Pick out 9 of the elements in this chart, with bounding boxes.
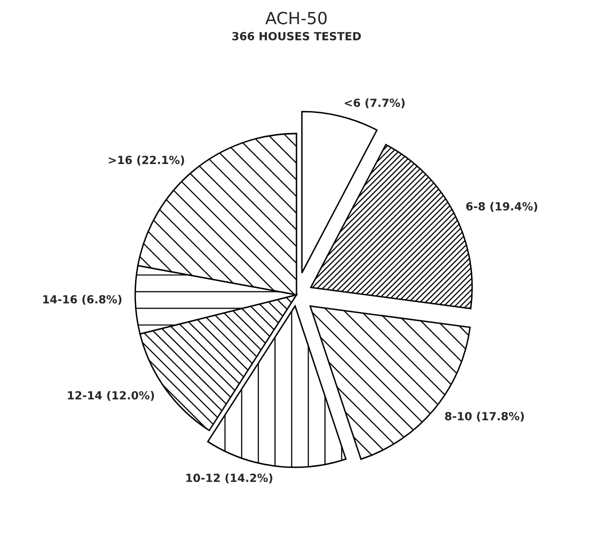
slice-label: <6 (7.7%) — [344, 98, 405, 108]
slice-label: 10-12 (14.2%) — [186, 473, 272, 484]
slice-label: 6-8 (19.4%) — [466, 202, 538, 212]
slice-label: 14-16 (6.8%) — [43, 294, 122, 305]
slice-label: 12-14 (12.0%) — [68, 390, 154, 401]
chart-title: ACH-50 — [265, 12, 327, 24]
slice-label: 8-10 (17.8%) — [445, 412, 524, 422]
chart-subtitle: 366 HOUSES TESTED — [232, 32, 361, 40]
slice-label: >16 (22.1%) — [108, 156, 184, 166]
